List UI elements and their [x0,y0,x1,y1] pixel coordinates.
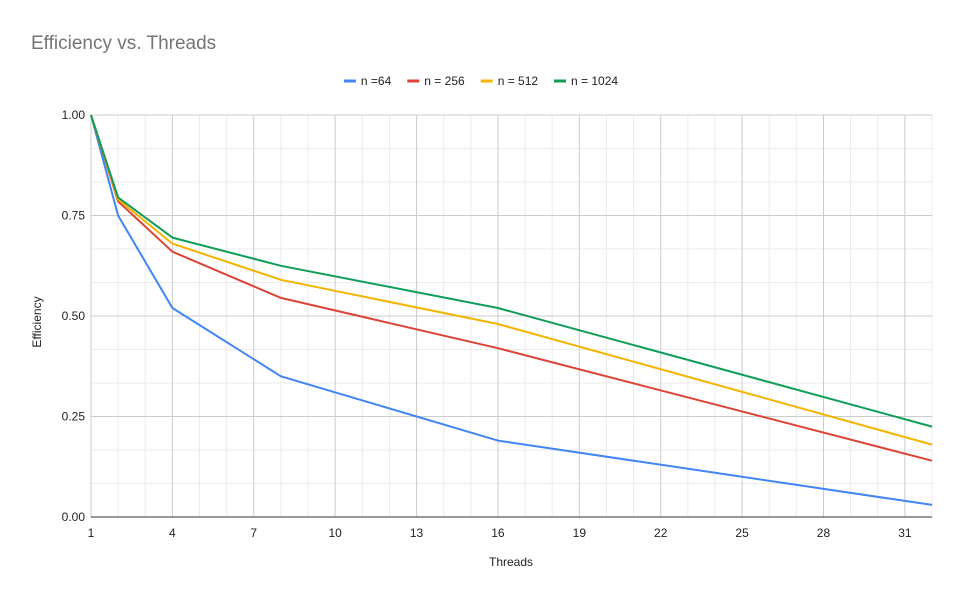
legend-label: n = 512 [498,74,539,88]
x-tick-label: 16 [491,526,505,540]
x-axis-ticks: 1 4 7 10 13 16 19 22 25 28 31 [88,526,912,540]
x-tick-label: 31 [898,526,912,540]
y-tick-label: 1.00 [62,108,86,122]
series-line [90,114,933,506]
x-tick-label: 22 [654,526,668,540]
legend-item: n =64 [343,74,392,88]
y-tick-label: 0.75 [62,209,86,223]
y-axis-ticks: 0.00 0.25 0.50 0.75 1.00 [62,108,86,524]
y-tick-label: 0.00 [62,510,86,524]
legend-item: n = 256 [407,74,465,88]
x-tick-label: 1 [88,526,95,540]
legend-label: n = 1024 [571,74,618,88]
y-tick-label: 0.25 [62,410,86,424]
legend-item: n = 1024 [554,74,618,88]
series-line [90,114,933,428]
x-tick-label: 25 [735,526,749,540]
x-tick-label: 7 [250,526,257,540]
x-tick-label: 4 [169,526,176,540]
legend-label: n = 256 [424,74,465,88]
grid [90,114,933,518]
x-tick-label: 10 [328,526,342,540]
series-lines [90,114,933,506]
y-tick-label: 0.50 [62,309,86,323]
y-axis-label: Efficiency [30,296,44,347]
legend: n =64 n = 256 n = 512 n = 1024 [343,74,618,88]
x-tick-label: 19 [573,526,587,540]
x-axis-label: Threads [489,555,533,569]
x-tick-label: 13 [410,526,424,540]
x-tick-label: 28 [817,526,831,540]
legend-item: n = 512 [480,74,539,88]
legend-label: n =64 [361,74,392,88]
chart-title: Efficiency vs. Threads [31,33,216,54]
series-line [90,114,933,446]
